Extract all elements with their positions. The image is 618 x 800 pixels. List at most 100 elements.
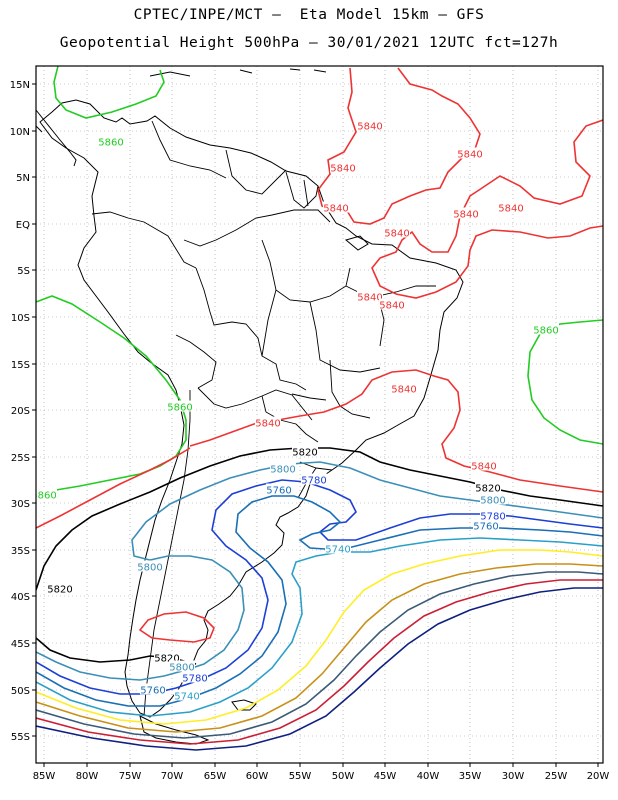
contour-label: 5840 xyxy=(255,419,280,430)
contour-label: 5840 xyxy=(471,462,496,473)
lat-lon-grid xyxy=(36,66,603,763)
contour-5640 xyxy=(36,587,603,751)
falkland-islands xyxy=(231,699,257,711)
axis-labels: 15N 10N 5N EQ 5S 10S 15S 20S 25S 30S 35S 40S 45S 50S 5… xyxy=(10,80,610,782)
south-america-coastline xyxy=(39,99,464,718)
contour-label-bg xyxy=(270,462,296,474)
lon-tick-label: 20W xyxy=(587,771,610,782)
contour-label: 5860 xyxy=(31,491,56,502)
lat-tick-label: 50S xyxy=(11,686,30,697)
contour-label-bg xyxy=(330,161,356,173)
contour-label: 5760 xyxy=(473,522,498,533)
lat-tick-label: 5N xyxy=(16,173,30,184)
contour-label: 5820 xyxy=(475,484,500,495)
contour-label-bg xyxy=(169,660,195,672)
contour-label: 5800 xyxy=(169,663,194,674)
lon-tick-label: 80W xyxy=(76,771,99,782)
contour-label: 5740 xyxy=(325,545,350,556)
contour-label: 5800 xyxy=(480,496,505,507)
contour-5700 xyxy=(36,563,603,733)
contour-label-bg xyxy=(471,459,497,471)
contour-label: 5760 xyxy=(140,686,165,697)
contour-label: 5820 xyxy=(154,654,179,665)
lat-tick-label: 15S xyxy=(11,360,30,371)
lat-tick-label: 45S xyxy=(11,639,30,650)
contour-label: 5820 xyxy=(47,585,72,596)
guyanas-borders xyxy=(285,171,319,209)
contour-label-bg xyxy=(140,683,166,695)
contour-label: 5780 xyxy=(301,476,326,487)
contour-label: 5780 xyxy=(182,674,207,685)
contour-label-bg xyxy=(480,493,506,505)
lat-tick-label: 30S xyxy=(11,499,30,510)
map-frame xyxy=(35,65,604,764)
contour-label: 5840 xyxy=(498,204,523,215)
contour-label-bg xyxy=(154,651,180,663)
lon-tick-label: 40W xyxy=(417,771,440,782)
contour-label-bg xyxy=(357,290,383,302)
contour-label: 5840 xyxy=(357,293,382,304)
lon-tick-label: 45W xyxy=(374,771,397,782)
lon-tick-label: 85W xyxy=(33,771,56,782)
lat-tick-label: 40S xyxy=(11,592,30,603)
lat-tick-label: 55S xyxy=(11,732,30,743)
caribbean-islands xyxy=(149,68,327,77)
lon-tick-label: 55W xyxy=(289,771,312,782)
contour-label-bg xyxy=(292,445,318,457)
contour-label-bg xyxy=(457,147,483,159)
contour-label-bg xyxy=(498,201,524,213)
contour-labels: 5860586058605860584058405840584058405840… xyxy=(31,119,559,703)
contour-5860-west xyxy=(36,295,187,495)
contour-label-bg xyxy=(453,207,479,219)
contour-label-bg xyxy=(301,473,327,485)
colombia-ecuador-peru-border xyxy=(91,211,197,269)
contour-label-bg xyxy=(475,481,501,493)
marajo-island xyxy=(344,235,369,251)
contour-5860-east xyxy=(527,319,603,445)
contour-5780 xyxy=(36,479,603,695)
contour-5860-northwest xyxy=(53,66,165,119)
contour-label-bg xyxy=(266,483,292,495)
lat-tick-label: 5S xyxy=(17,266,30,277)
contour-label: 5840 xyxy=(391,385,416,396)
country-borders xyxy=(91,120,436,717)
contour-label: 5760 xyxy=(266,486,291,497)
lat-tick-label: 25S xyxy=(11,453,30,464)
contour-label-bg xyxy=(533,323,559,335)
central-america-coastline xyxy=(36,109,77,167)
contour-label: 5840 xyxy=(330,164,355,175)
lon-tick-label: 70W xyxy=(161,771,184,782)
peru-bolivia-chile-border xyxy=(175,334,217,389)
lon-tick-label: 35W xyxy=(459,771,482,782)
contour-label: 5840 xyxy=(453,210,478,221)
contour-label: 5840 xyxy=(379,301,404,312)
contour-label: 5800 xyxy=(137,563,162,574)
contour-label-bg xyxy=(174,689,200,701)
map-title-line-1: CPTEC/INPE/MCT – Eta Model 15km – GFS xyxy=(133,7,485,23)
colombia-venezuela-border xyxy=(151,120,227,179)
contour-label: 5780 xyxy=(480,512,505,523)
lon-tick-label: 65W xyxy=(204,771,227,782)
lat-tick-label: 35S xyxy=(11,546,30,557)
chile-argentina-border xyxy=(143,390,191,717)
contour-label-bg xyxy=(384,226,410,238)
contour-label-bg xyxy=(323,201,349,213)
contour-5800 xyxy=(36,461,603,681)
lat-tick-label: 15N xyxy=(10,80,30,91)
map-title-line-2: Geopotential Height 500hPa – 30/01/2021 … xyxy=(59,35,559,51)
contour-label-bg xyxy=(36,488,57,500)
contour-label: 5860 xyxy=(533,326,558,337)
brazil-north-border xyxy=(183,209,331,247)
lat-tick-label: EQ xyxy=(16,220,30,231)
contour-label: 5840 xyxy=(323,204,348,215)
contour-label-bg xyxy=(182,671,208,683)
contour-label-bg xyxy=(391,382,417,394)
venezuela-guyana-border xyxy=(225,149,287,195)
contour-5740 xyxy=(36,537,603,717)
contour-label-bg xyxy=(167,400,193,412)
contour-5840-northeast xyxy=(371,119,603,299)
lat-tick-label: 10N xyxy=(10,127,30,138)
contour-5840-west-ridge xyxy=(36,447,191,529)
contour-5840-cut-low xyxy=(138,611,215,643)
